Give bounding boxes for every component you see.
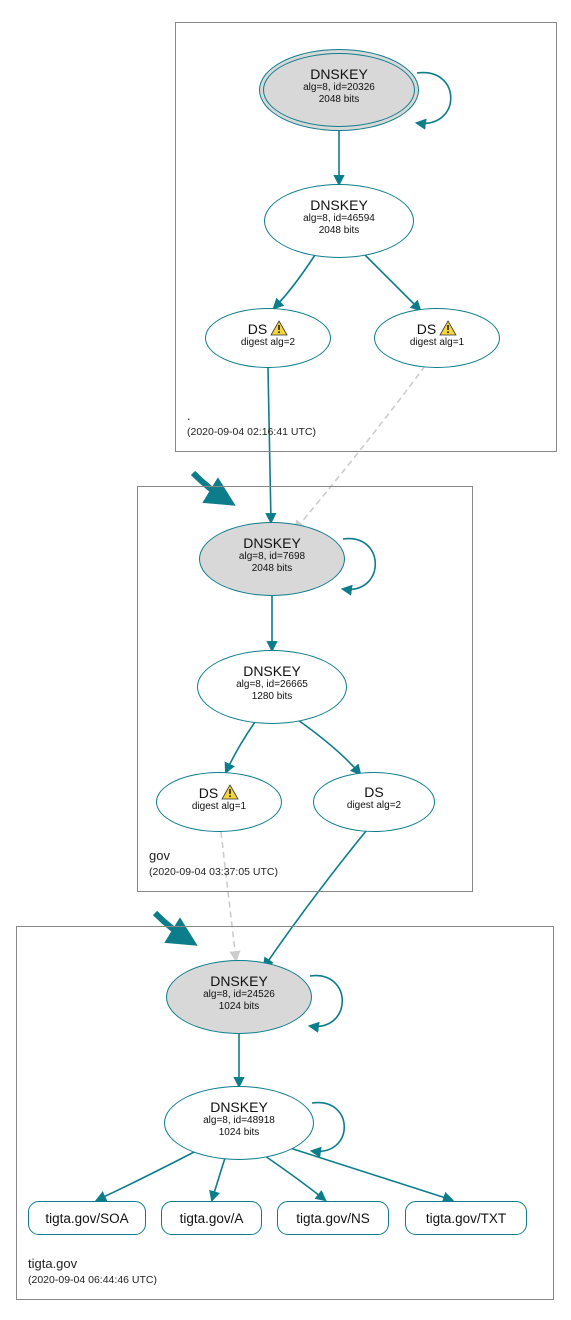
node-detail: digest alg=1 <box>156 801 282 813</box>
node-title: DNSKEY <box>210 1099 268 1115</box>
node-gov_ksk: DNSKEYalg=8, id=76982048 bits <box>199 522 345 596</box>
zone-root-label: . <box>187 408 191 423</box>
node-title: DNSKEY <box>310 66 368 82</box>
warning-icon <box>221 784 239 800</box>
warning-icon <box>439 320 457 336</box>
node-detail: 1024 bits <box>164 1127 314 1139</box>
zone-tigta-timestamp: (2020-09-04 06:44:46 UTC) <box>28 1274 157 1286</box>
node-detail: 2048 bits <box>259 94 419 106</box>
node-gov_ds1: DSdigest alg=1 <box>156 772 282 832</box>
node-gov_zsk: DNSKEYalg=8, id=266651280 bits <box>197 650 347 724</box>
node-detail: alg=8, id=7698 <box>199 551 345 563</box>
node-detail: alg=8, id=20326 <box>259 82 419 94</box>
node-detail: digest alg=2 <box>205 337 331 349</box>
node-detail: alg=8, id=26665 <box>197 679 347 691</box>
node-title: DS <box>364 784 383 800</box>
node-detail: 2048 bits <box>264 225 414 237</box>
node-detail: 1280 bits <box>197 691 347 703</box>
zone-gov-label: gov <box>149 848 170 863</box>
node-title: DNSKEY <box>243 663 301 679</box>
node-detail: alg=8, id=46594 <box>264 213 414 225</box>
node-detail: alg=8, id=48918 <box>164 1115 314 1127</box>
zone-gov-timestamp: (2020-09-04 03:37:05 UTC) <box>149 866 278 878</box>
record-soa: tigta.gov/SOA <box>28 1201 146 1235</box>
node-detail: 2048 bits <box>199 563 345 575</box>
zone-root-timestamp: (2020-09-04 02:16:41 UTC) <box>187 426 316 438</box>
node-detail: alg=8, id=24526 <box>166 989 312 1001</box>
node-detail: 1024 bits <box>166 1001 312 1013</box>
node-label: DNSKEYalg=8, id=266651280 bits <box>197 663 347 703</box>
node-title: DNSKEY <box>243 535 301 551</box>
node-label: DNSKEYalg=8, id=245261024 bits <box>166 973 312 1013</box>
node-root_ds1: DSdigest alg=2 <box>205 308 331 368</box>
node-root_zsk: DNSKEYalg=8, id=465942048 bits <box>264 184 414 258</box>
node-title: DS <box>248 321 267 337</box>
node-title: DNSKEY <box>310 197 368 213</box>
node-label: DNSKEYalg=8, id=76982048 bits <box>199 535 345 575</box>
node-tigta_zsk: DNSKEYalg=8, id=489181024 bits <box>164 1086 314 1160</box>
node-detail: digest alg=1 <box>374 337 500 349</box>
node-label: DNSKEYalg=8, id=489181024 bits <box>164 1099 314 1139</box>
zone-tigta-label: tigta.gov <box>28 1256 77 1271</box>
node-title: DS <box>199 785 218 801</box>
node-root_ds2: DSdigest alg=1 <box>374 308 500 368</box>
node-root_ksk: DNSKEYalg=8, id=203262048 bits <box>259 49 419 131</box>
node-title: DNSKEY <box>210 973 268 989</box>
node-title: DS <box>417 321 436 337</box>
record-txt: tigta.gov/TXT <box>405 1201 527 1235</box>
node-label: DSdigest alg=1 <box>374 320 500 349</box>
node-label: DNSKEYalg=8, id=465942048 bits <box>264 197 414 237</box>
node-label: DSdigest alg=1 <box>156 784 282 813</box>
record-ns: tigta.gov/NS <box>277 1201 389 1235</box>
node-gov_ds2: DSdigest alg=2 <box>313 772 435 832</box>
node-label: DSdigest alg=2 <box>313 784 435 812</box>
node-detail: digest alg=2 <box>313 800 435 812</box>
node-label: DNSKEYalg=8, id=203262048 bits <box>259 66 419 106</box>
record-a: tigta.gov/A <box>161 1201 262 1235</box>
node-label: DSdigest alg=2 <box>205 320 331 349</box>
node-tigta_ksk: DNSKEYalg=8, id=245261024 bits <box>166 960 312 1034</box>
warning-icon <box>270 320 288 336</box>
